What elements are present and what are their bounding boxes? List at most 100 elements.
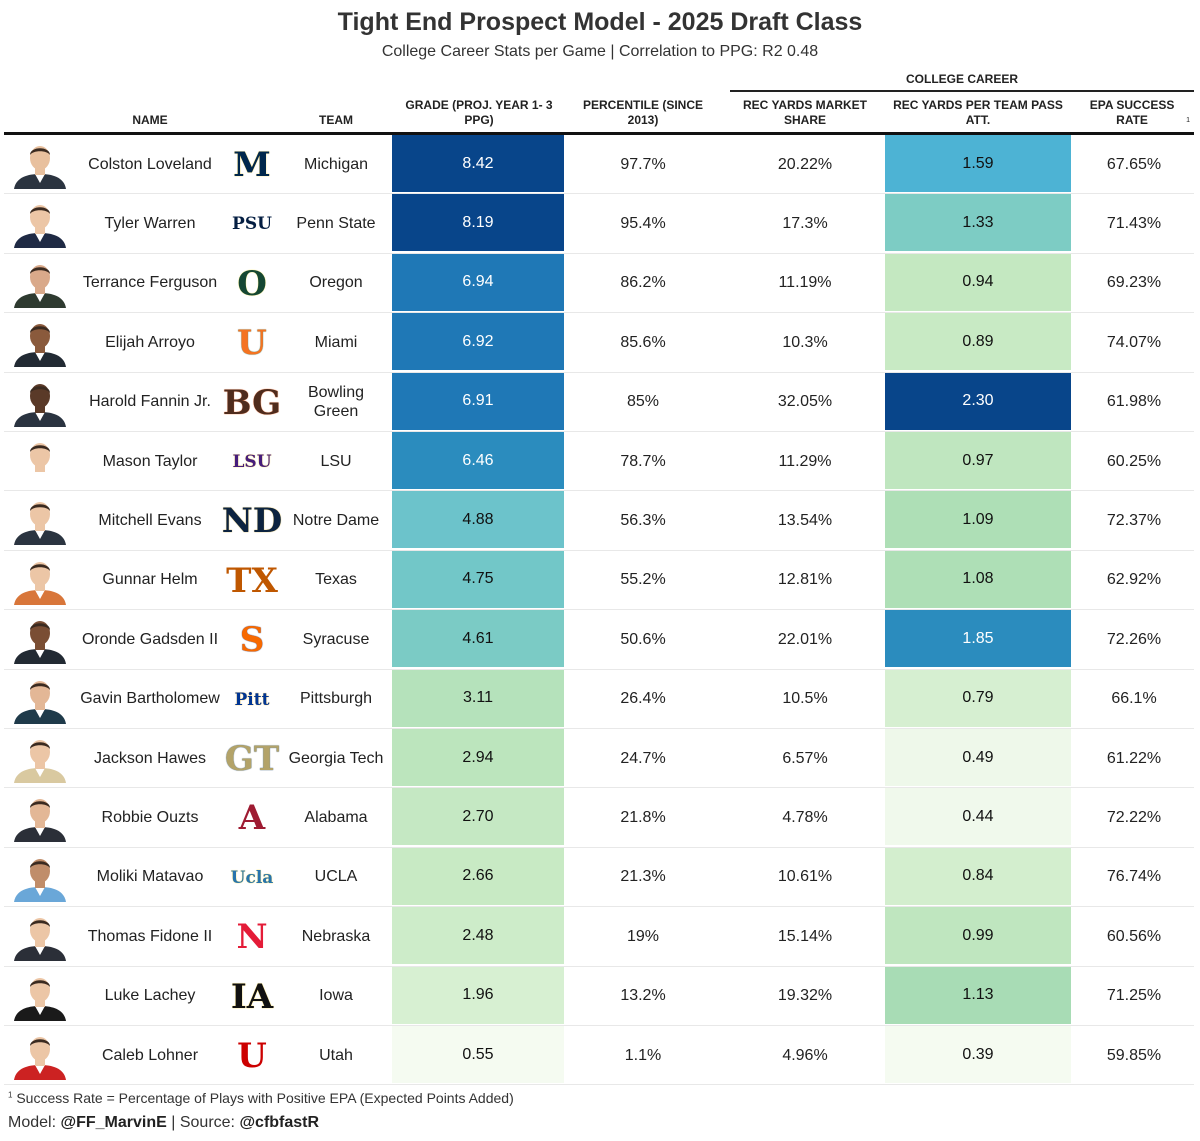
team-logo: GT xyxy=(225,737,279,781)
per-att-cell: 1.59 xyxy=(885,135,1071,192)
percentile-cell: 1.1% xyxy=(624,1046,662,1064)
per-att-cell: 1.13 xyxy=(885,966,1071,1024)
team-name: Miami xyxy=(314,333,358,351)
table-row: Jackson Hawes GT Georgia Tech 2.94 24.7%… xyxy=(4,729,1194,789)
player-name: Thomas Fidone II xyxy=(87,927,213,945)
market-share-cell: 19.32% xyxy=(777,987,833,1005)
market-share-cell: 32.05% xyxy=(777,393,833,411)
team-name: Alabama xyxy=(304,809,368,827)
grade-cell: 1.96 xyxy=(392,966,564,1024)
team-name: Michigan xyxy=(303,155,369,173)
team-logo-mark: Ucla xyxy=(230,867,274,888)
player-headshot xyxy=(14,443,66,486)
team-logo-mark: LSU xyxy=(232,452,272,472)
per-att-cell: 0.49 xyxy=(885,729,1071,786)
per-att-cell: 0.97 xyxy=(885,432,1071,489)
percentile-cell: 55.2% xyxy=(620,571,666,589)
footnote-text: Success Rate = Percentage of Plays with … xyxy=(16,1090,514,1106)
market-share-cell: 10.3% xyxy=(782,333,828,351)
player-name: Harold Fannin Jr. xyxy=(89,393,211,411)
percentile-cell: 21.3% xyxy=(620,868,666,886)
player-name: Tyler Warren xyxy=(104,215,196,233)
percentile-cell: 56.3% xyxy=(620,512,666,530)
team-logo: O xyxy=(226,262,278,306)
table-row: Oronde Gadsden II S Syracuse 4.61 50.6% … xyxy=(4,610,1194,670)
team-logo-mark: U xyxy=(237,323,267,364)
team-logo-mark: S xyxy=(239,620,265,661)
per-att-cell: 1.09 xyxy=(885,491,1071,549)
team-logo: M xyxy=(226,143,278,187)
player-name: Jackson Hawes xyxy=(93,749,207,767)
credit-separator: | xyxy=(171,1114,176,1131)
player-headshot xyxy=(14,918,66,962)
market-share-cell: 13.54% xyxy=(777,512,833,530)
player-headshot xyxy=(14,977,66,1021)
percentile-cell: 21.8% xyxy=(620,809,666,827)
table-row: Elijah Arroyo U Miami 6.92 85.6% 10.3% 0… xyxy=(4,313,1194,373)
epa-cell: 69.23% xyxy=(1106,274,1162,292)
player-name: Oronde Gadsden II xyxy=(81,630,219,648)
market-share-cell: 6.57% xyxy=(782,749,828,767)
header-per-att: REC YARDS PER TEAM PASS ATT. xyxy=(893,98,1063,127)
epa-cell: 61.22% xyxy=(1106,749,1162,767)
grade-cell: 6.91 xyxy=(392,372,564,430)
team-name: LSU xyxy=(320,452,352,470)
team-name: Penn State xyxy=(296,215,376,233)
player-name: Mason Taylor xyxy=(102,452,198,470)
team-logo-mark: O xyxy=(237,263,267,304)
epa-cell: 72.26% xyxy=(1106,630,1162,648)
team-logo-mark: BG xyxy=(222,382,282,423)
table-row: Moliki Matavao Ucla UCLA 2.66 21.3% 10.6… xyxy=(4,847,1194,908)
grade-cell: 0.55 xyxy=(392,1026,564,1083)
table-row: Terrance Ferguson O Oregon 6.94 86.2% 11… xyxy=(4,253,1194,314)
market-share-cell: 11.19% xyxy=(778,274,832,292)
team-logo: TX xyxy=(226,559,278,603)
epa-cell: 66.1% xyxy=(1111,690,1157,708)
team-logo: Pitt xyxy=(226,678,278,722)
player-name: Mitchell Evans xyxy=(98,512,202,530)
market-share-cell: 12.81% xyxy=(777,571,833,589)
per-att-cell: 1.33 xyxy=(885,194,1071,252)
per-att-cell: 0.99 xyxy=(885,907,1071,965)
header-market-share: REC YARDS MARKET SHARE xyxy=(742,98,868,127)
team-logo-mark: ND xyxy=(221,501,283,542)
header-team: TEAM xyxy=(319,113,353,127)
epa-cell: 74.07% xyxy=(1106,333,1162,351)
player-headshot xyxy=(14,264,66,308)
model-handle[interactable]: @FF_MarvinE xyxy=(60,1114,167,1131)
source-handle[interactable]: @cfbfastR xyxy=(239,1114,320,1131)
header-epa-footnote-mark: 1 xyxy=(1186,117,1190,124)
team-logo: N xyxy=(226,915,278,959)
team-logo-mark: U xyxy=(237,1036,267,1076)
player-name: Gunnar Helm xyxy=(102,571,198,589)
player-headshot xyxy=(14,146,66,189)
table-row: Gunnar Helm TX Texas 4.75 55.2% 12.81% 1… xyxy=(4,550,1194,611)
team-name: Oregon xyxy=(309,274,363,292)
source-label: Source: xyxy=(179,1114,235,1131)
per-att-cell: 1.08 xyxy=(885,550,1071,608)
grade-cell: 4.88 xyxy=(392,491,564,549)
player-headshot xyxy=(14,1037,66,1080)
player-headshot xyxy=(14,383,66,427)
team-logo-mark: M xyxy=(233,145,271,185)
per-att-cell: 0.44 xyxy=(885,788,1071,846)
player-headshot xyxy=(14,740,66,783)
header-rule xyxy=(4,132,1194,135)
epa-cell: 61.98% xyxy=(1106,393,1162,411)
player-name: Elijah Arroyo xyxy=(105,333,195,351)
player-name: Colston Loveland xyxy=(88,155,212,173)
percentile-cell: 97.7% xyxy=(620,155,666,173)
epa-cell: 60.56% xyxy=(1106,927,1162,945)
percentile-cell: 85.6% xyxy=(620,333,666,351)
team-logo: U xyxy=(226,1034,278,1078)
team-logo: LSU xyxy=(226,440,278,484)
team-logo: BG xyxy=(222,381,282,425)
player-headshot xyxy=(14,680,66,724)
grade-cell: 3.11 xyxy=(392,669,564,727)
team-logo-mark: TX xyxy=(226,560,278,601)
team-name: UCLA xyxy=(314,868,358,886)
player-headshot xyxy=(14,324,66,368)
grade-cell: 6.46 xyxy=(392,432,564,489)
team-logo-mark: Pitt xyxy=(234,689,270,710)
grade-cell: 4.75 xyxy=(392,550,564,608)
